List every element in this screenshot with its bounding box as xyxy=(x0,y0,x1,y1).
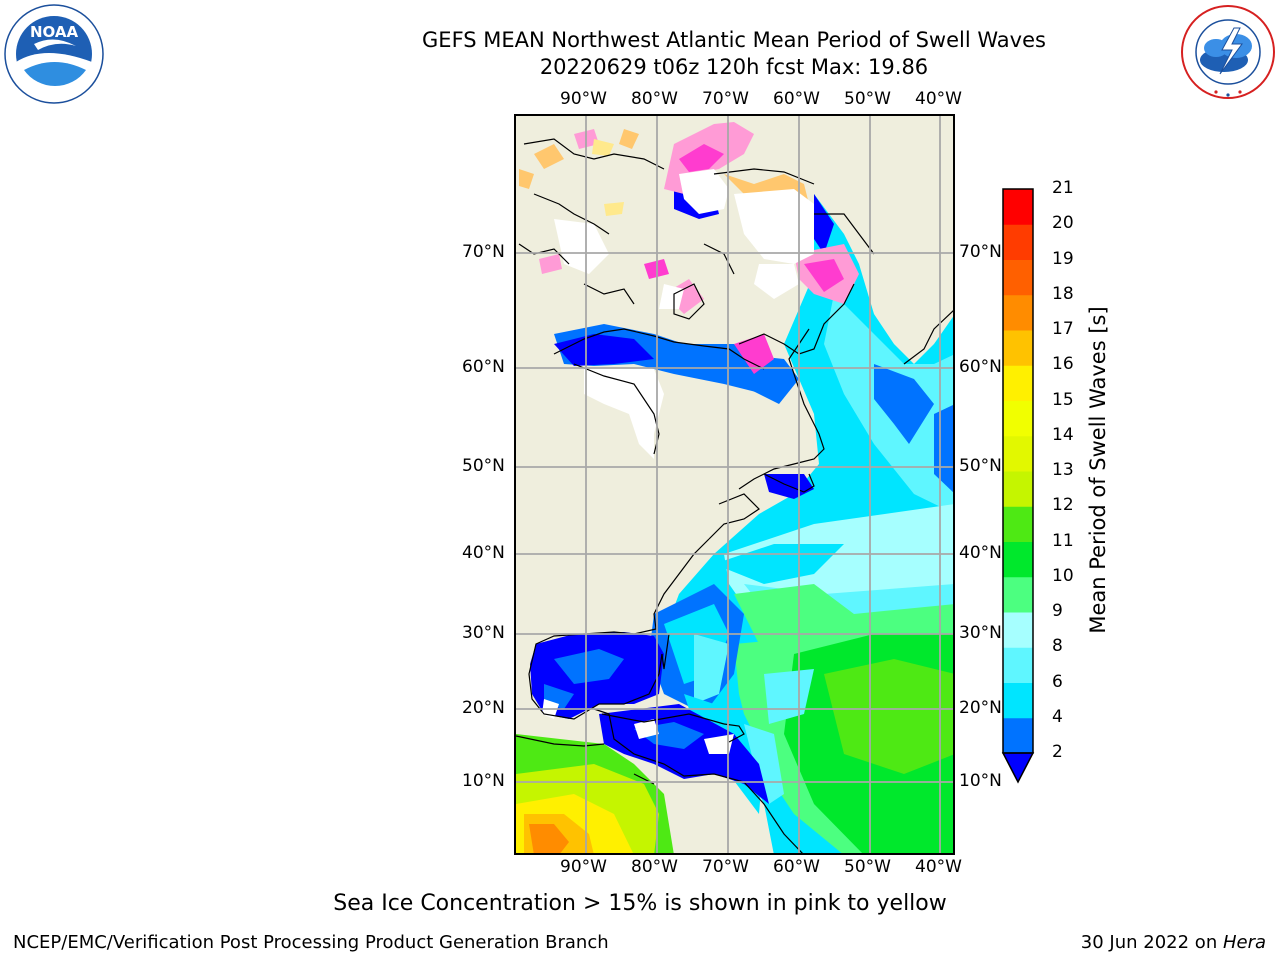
map-subtitle: 20220629 t06z 120h fcst Max: 19.86 xyxy=(539,55,929,79)
lon-label-bottom: 70°W xyxy=(702,857,749,877)
colorbar-tick-label: 8 xyxy=(1052,636,1063,657)
lat-label-left: 40°N xyxy=(462,543,505,563)
footer-host: Hera xyxy=(1222,932,1266,953)
lat-label-right: 70°N xyxy=(959,242,1002,262)
colorbar-tick-label: 15 xyxy=(1052,389,1074,410)
colorbar-tick-label: 19 xyxy=(1052,248,1074,269)
map-title: GEFS MEAN Northwest Atlantic Mean Period… xyxy=(422,28,1046,52)
colorbar-segment xyxy=(1003,330,1033,366)
lat-label-right: 60°N xyxy=(959,357,1002,377)
lon-label-top: 40°W xyxy=(915,89,962,109)
colorbar-tick-label: 6 xyxy=(1052,671,1063,692)
colorbar-segment xyxy=(1003,259,1033,296)
lon-label-bottom: 40°W xyxy=(915,857,962,877)
colorbar-segment xyxy=(1003,541,1033,578)
colorbar-tick-label: 12 xyxy=(1052,495,1074,516)
colorbar-tick-label: 11 xyxy=(1052,530,1074,551)
lon-label-top: 80°W xyxy=(631,89,678,109)
colorbar-tick-label: 20 xyxy=(1052,213,1074,234)
colorbar-tick-label: 16 xyxy=(1052,354,1074,375)
colorbar-extend-arrow xyxy=(1001,752,1035,784)
colorbar-tick-label: 13 xyxy=(1052,460,1074,480)
colorbar-tick-label: 21 xyxy=(1052,178,1074,198)
colorbar-tick-label: 4 xyxy=(1052,706,1063,727)
lat-label-left: 30°N xyxy=(462,623,505,643)
sea-ice-note: Sea Ice Concentration > 15% is shown in … xyxy=(333,891,947,916)
noaa-logo-text: NOAA xyxy=(30,23,79,41)
lat-label-left: 60°N xyxy=(462,357,505,377)
footer-date: 30 Jun 2022 on xyxy=(1080,932,1223,953)
lat-label-right: 40°N xyxy=(959,543,1002,563)
colorbar-segment xyxy=(1003,189,1033,225)
colorbar-segment xyxy=(1003,224,1033,260)
colorbar-segment xyxy=(1003,435,1033,472)
lat-label-left: 10°N xyxy=(462,771,505,791)
lat-label-right: 20°N xyxy=(959,698,1002,718)
lon-label-top: 60°W xyxy=(773,89,820,109)
lat-label-right: 10°N xyxy=(959,771,1002,791)
lon-label-top: 50°W xyxy=(844,89,891,109)
lat-label-left: 20°N xyxy=(462,698,505,718)
noaa-logo-icon: NOAA xyxy=(4,4,104,104)
lat-label-left: 70°N xyxy=(462,242,505,262)
coastlines xyxy=(516,138,953,853)
colorbar-segment xyxy=(1003,506,1033,542)
swell-ocean-field xyxy=(516,184,953,853)
colorbar-label: Mean Period of Swell Waves [s] xyxy=(1086,306,1110,634)
footer-producer: NCEP/EMC/Verification Post Processing Pr… xyxy=(13,932,609,953)
lon-label-bottom: 50°W xyxy=(844,857,891,877)
lat-label-right: 30°N xyxy=(959,623,1002,643)
colorbar-tick-label: 18 xyxy=(1052,283,1074,304)
footer-timestamp: 30 Jun 2022 on Hera xyxy=(1081,932,1266,953)
colorbar-tick-label: 17 xyxy=(1052,319,1074,339)
lat-label-right: 50°N xyxy=(959,456,1002,476)
map-frame xyxy=(514,114,955,855)
lon-label-bottom: 80°W xyxy=(631,857,678,877)
colorbar-tick-label: 14 xyxy=(1052,424,1074,445)
colorbar-tick-label: 9 xyxy=(1052,601,1063,621)
colorbar-tick-label: 2 xyxy=(1052,742,1063,762)
lon-label-bottom: 90°W xyxy=(560,857,607,877)
lon-label-top: 70°W xyxy=(702,89,749,109)
masked-areas xyxy=(542,169,814,754)
lon-label-bottom: 60°W xyxy=(773,857,820,877)
colorbar-tick-label: 10 xyxy=(1052,565,1074,586)
lat-label-left: 50°N xyxy=(462,456,505,476)
colorbar-segment xyxy=(1003,717,1033,754)
colorbar-segment xyxy=(1003,471,1033,507)
map-panel xyxy=(514,114,955,855)
colorbar-frame xyxy=(1002,188,1034,754)
colorbar-segment xyxy=(1003,682,1033,719)
colorbar-segment xyxy=(1003,647,1033,683)
colorbar-segment xyxy=(1003,400,1033,437)
colorbar xyxy=(1001,188,1035,784)
colorbar-segment xyxy=(1003,576,1033,613)
nws-logo-icon xyxy=(1181,5,1275,99)
colorbar-segment xyxy=(1003,612,1033,648)
colorbar-segment xyxy=(1003,294,1033,331)
colorbar-segment xyxy=(1003,365,1033,401)
gridlines xyxy=(516,116,953,853)
lon-label-top: 90°W xyxy=(560,89,607,109)
